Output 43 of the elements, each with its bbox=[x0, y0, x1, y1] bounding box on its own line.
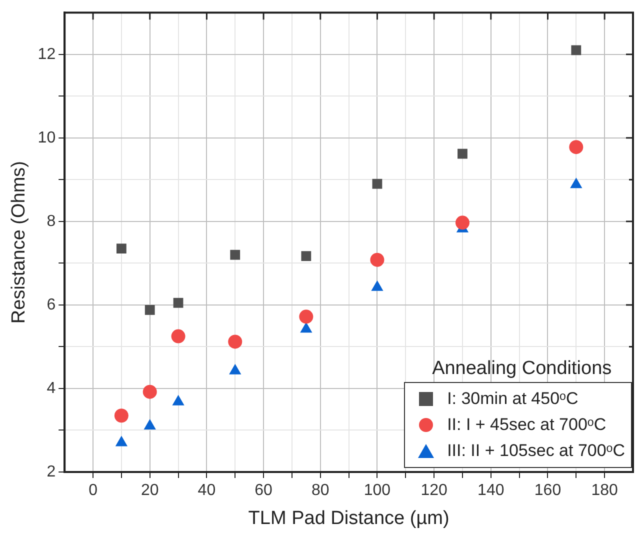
x-tick-label: 100 bbox=[364, 482, 391, 500]
y-tick-label: 6 bbox=[46, 296, 56, 314]
legend-label: II: I + 45sec at 700ᵒC bbox=[447, 415, 606, 435]
point bbox=[571, 45, 582, 56]
legend-label: I: 30min at 450ᵒC bbox=[447, 389, 578, 409]
legend-title: Annealing Conditions bbox=[432, 358, 613, 380]
point bbox=[116, 244, 126, 254]
point bbox=[171, 329, 186, 344]
point bbox=[115, 436, 128, 446]
x-tick-label: 140 bbox=[478, 482, 504, 500]
y-tick-label: 10 bbox=[38, 129, 56, 146]
point bbox=[300, 322, 312, 333]
y-axis-title: Resistance (Ohms) bbox=[8, 160, 30, 324]
x-axis-title: TLM Pad Distance (µm) bbox=[248, 508, 450, 529]
point bbox=[455, 216, 470, 230]
x-tick-label: 20 bbox=[140, 482, 159, 500]
point bbox=[173, 298, 184, 308]
point bbox=[372, 178, 382, 189]
point bbox=[228, 334, 242, 349]
legend-label: III: II + 105sec at 700ᵒC bbox=[447, 441, 625, 461]
point bbox=[370, 252, 384, 267]
x-tick-label: 160 bbox=[534, 482, 562, 500]
x-tick-label: 80 bbox=[311, 482, 330, 500]
x-tick-label: 0 bbox=[88, 482, 98, 500]
point bbox=[458, 148, 468, 159]
point bbox=[144, 305, 155, 315]
x-tick-label: 40 bbox=[198, 482, 216, 500]
point bbox=[230, 250, 240, 260]
y-tick-label: 4 bbox=[46, 380, 56, 397]
point bbox=[144, 419, 156, 430]
y-tick-label: 12 bbox=[38, 46, 56, 63]
point bbox=[299, 310, 314, 324]
y-tick-label: 8 bbox=[46, 212, 56, 230]
point bbox=[142, 384, 157, 399]
point bbox=[114, 408, 128, 423]
x-tick-label: 60 bbox=[254, 482, 273, 500]
x-tick-label: 180 bbox=[591, 482, 618, 500]
x-tick-label: 120 bbox=[420, 482, 448, 500]
y-tick-label: 2 bbox=[46, 463, 56, 480]
point bbox=[569, 140, 584, 154]
point bbox=[229, 364, 242, 374]
point bbox=[301, 251, 312, 262]
point bbox=[172, 394, 184, 406]
